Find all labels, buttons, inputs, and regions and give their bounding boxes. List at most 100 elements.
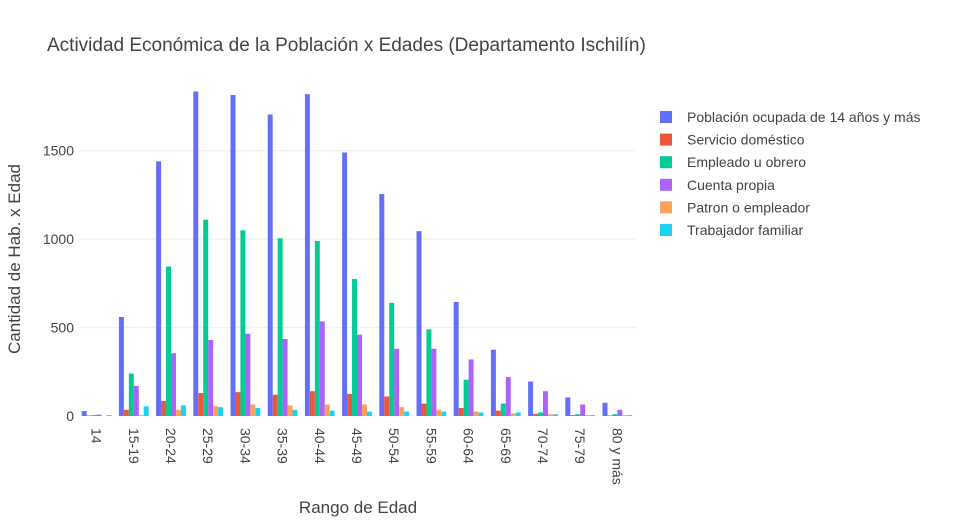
bar-1-7[interactable] xyxy=(347,393,353,416)
bar-5-2[interactable] xyxy=(180,405,186,416)
bar-2-3[interactable] xyxy=(203,219,209,416)
bar-4-8[interactable] xyxy=(399,407,405,416)
legend-item[interactable]: Cuenta propia xyxy=(660,177,775,193)
bar-4-12[interactable] xyxy=(547,414,553,416)
bar-0-11[interactable] xyxy=(490,349,496,416)
bar-1-10[interactable] xyxy=(458,408,464,416)
bar-0-1[interactable] xyxy=(118,316,124,416)
bar-1-11[interactable] xyxy=(495,410,501,416)
bar-5-3[interactable] xyxy=(218,407,224,416)
bar-0-12[interactable] xyxy=(528,381,534,416)
bar-5-12[interactable] xyxy=(552,414,558,416)
bar-4-9[interactable] xyxy=(436,409,442,416)
bar-2-5[interactable] xyxy=(277,238,283,416)
bar-3-6[interactable] xyxy=(319,321,325,416)
bar-2-10[interactable] xyxy=(463,379,469,416)
bar-0-13[interactable] xyxy=(565,397,571,416)
bar-4-3[interactable] xyxy=(213,406,219,416)
bar-4-2[interactable] xyxy=(175,409,181,416)
bar-0-14[interactable] xyxy=(602,402,608,416)
bar-3-13[interactable] xyxy=(580,404,586,416)
bar-5-8[interactable] xyxy=(404,411,410,416)
bar-5-0[interactable] xyxy=(106,415,112,416)
bar-0-9[interactable] xyxy=(416,231,422,416)
bar-4-13[interactable] xyxy=(585,415,591,416)
bar-0-10[interactable] xyxy=(453,301,459,416)
legend-item[interactable]: Población ocupada de 14 años y más xyxy=(660,109,921,125)
bar-2-9[interactable] xyxy=(426,329,432,416)
bar-1-3[interactable] xyxy=(198,393,204,416)
bar-5-14[interactable] xyxy=(627,415,633,416)
legend-item[interactable]: Patron o empleador xyxy=(660,199,810,215)
bar-3-10[interactable] xyxy=(468,359,474,416)
bar-1-0[interactable] xyxy=(86,415,92,416)
bar-3-14[interactable] xyxy=(617,409,623,416)
bar-0-8[interactable] xyxy=(379,194,385,416)
bar-0-4[interactable] xyxy=(230,95,236,416)
bar-5-6[interactable] xyxy=(329,410,335,416)
bar-5-7[interactable] xyxy=(366,411,372,416)
bar-2-14[interactable] xyxy=(612,414,618,416)
bar-4-5[interactable] xyxy=(287,405,293,416)
bar-5-4[interactable] xyxy=(255,408,261,416)
y-axis-label: Cantidad de Hab. x Edad xyxy=(5,164,24,354)
bar-4-4[interactable] xyxy=(250,404,256,416)
bar-2-4[interactable] xyxy=(240,230,246,416)
bar-4-14[interactable] xyxy=(622,415,628,416)
bar-2-12[interactable] xyxy=(538,412,543,416)
bar-3-2[interactable] xyxy=(171,353,176,416)
bar-3-12[interactable] xyxy=(543,391,548,416)
bar-5-1[interactable] xyxy=(143,406,149,416)
bar-4-11[interactable] xyxy=(510,413,516,416)
bar-1-4[interactable] xyxy=(235,392,241,416)
legend-item[interactable]: Empleado u obrero xyxy=(660,154,806,170)
bar-3-11[interactable] xyxy=(505,377,511,416)
bar-4-10[interactable] xyxy=(473,411,479,416)
bar-5-10[interactable] xyxy=(478,412,484,416)
bar-1-6[interactable] xyxy=(309,391,315,416)
bar-0-6[interactable] xyxy=(304,94,310,417)
bar-2-0[interactable] xyxy=(91,415,97,416)
x-tick-label: 15-19 xyxy=(126,428,142,464)
bar-1-13[interactable] xyxy=(570,415,576,416)
legend-item[interactable]: Servicio doméstico xyxy=(660,132,805,148)
bar-0-2[interactable] xyxy=(156,161,162,416)
bar-2-2[interactable] xyxy=(166,266,171,416)
bar-5-5[interactable] xyxy=(292,409,298,416)
bar-2-1[interactable] xyxy=(128,373,134,416)
bar-5-13[interactable] xyxy=(590,415,596,416)
bar-0-0[interactable] xyxy=(81,411,87,416)
bar-3-3[interactable] xyxy=(208,339,214,416)
bar-4-6[interactable] xyxy=(324,404,330,416)
bar-3-0[interactable] xyxy=(96,414,102,416)
bar-4-7[interactable] xyxy=(361,404,367,416)
bar-1-14[interactable] xyxy=(607,415,613,416)
bar-5-11[interactable] xyxy=(515,412,521,416)
bar-0-3[interactable] xyxy=(193,91,199,417)
bar-3-8[interactable] xyxy=(394,348,400,416)
bar-1-5[interactable] xyxy=(272,394,278,416)
bar-2-13[interactable] xyxy=(575,414,581,416)
bar-2-11[interactable] xyxy=(500,403,506,416)
bar-3-5[interactable] xyxy=(282,339,288,416)
bar-5-9[interactable] xyxy=(441,411,447,416)
legend-item[interactable]: Trabajador familiar xyxy=(660,222,804,238)
bar-2-6[interactable] xyxy=(314,240,320,416)
bar-1-1[interactable] xyxy=(123,409,129,416)
bar-3-9[interactable] xyxy=(431,348,437,416)
legend-swatch xyxy=(660,111,672,123)
bar-2-7[interactable] xyxy=(352,278,357,416)
bar-0-5[interactable] xyxy=(267,114,273,416)
bar-1-8[interactable] xyxy=(384,396,390,416)
bar-1-2[interactable] xyxy=(161,400,167,416)
bar-1-12[interactable] xyxy=(533,413,539,416)
bar-4-1[interactable] xyxy=(138,415,144,416)
bar-2-8[interactable] xyxy=(389,302,395,416)
bar-1-9[interactable] xyxy=(421,403,427,416)
x-tick-label: 25-29 xyxy=(200,428,216,464)
bar-3-1[interactable] xyxy=(133,385,139,416)
legend[interactable]: Población ocupada de 14 años y más Servic… xyxy=(660,109,921,238)
bar-3-4[interactable] xyxy=(245,333,251,416)
bar-3-7[interactable] xyxy=(357,334,362,416)
bar-0-7[interactable] xyxy=(342,152,348,416)
